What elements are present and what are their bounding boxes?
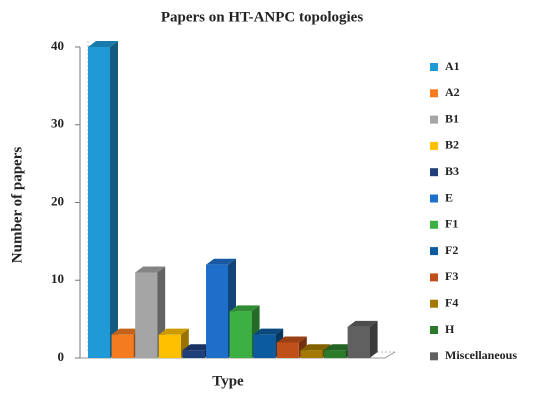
legend-swatch	[430, 141, 438, 150]
legend-label: A2	[445, 85, 460, 99]
legend-label: B1	[445, 111, 459, 125]
chart-title: Papers on HT-ANPC topologies	[161, 9, 364, 25]
floor	[80, 351, 396, 359]
legend-label: Miscellaneous	[445, 348, 517, 362]
bar-top	[347, 320, 378, 327]
bar-top	[229, 305, 260, 312]
legend-label: F4	[445, 295, 458, 309]
legend-swatch	[430, 168, 438, 177]
legend-swatch	[430, 194, 438, 203]
legend-label: F2	[445, 243, 458, 257]
legend-label: F3	[445, 269, 458, 283]
legend-label: H	[445, 322, 455, 336]
legend-swatch	[430, 63, 438, 71]
y-tick-label: 30	[51, 116, 64, 131]
y-tick-label: 10	[51, 271, 64, 286]
bar-side	[369, 320, 378, 358]
bar	[253, 334, 276, 358]
bar	[229, 311, 252, 358]
legend-swatch	[430, 89, 438, 98]
bar-top	[253, 328, 284, 335]
legend-label: F1	[445, 217, 458, 231]
bar-top	[206, 258, 236, 265]
legend-swatch	[430, 115, 438, 124]
bar	[206, 264, 228, 358]
bar-top	[276, 336, 307, 343]
legend-label: E	[445, 190, 453, 204]
bar-top	[88, 41, 118, 47]
legend-swatch	[430, 273, 438, 282]
bar	[300, 350, 323, 358]
bar	[182, 350, 205, 358]
bar-top	[324, 344, 354, 351]
y-tick-label: 40	[51, 38, 64, 53]
bar-top	[300, 344, 331, 351]
legend-swatch	[430, 326, 438, 334]
y-tick-label: 20	[51, 193, 64, 208]
bar	[135, 272, 158, 358]
legend-swatch	[430, 352, 438, 361]
legend-swatch	[430, 220, 438, 229]
bar-top	[182, 344, 213, 351]
legend-label: B3	[445, 164, 459, 178]
bar	[347, 326, 370, 358]
legend-swatch	[430, 299, 438, 308]
bar-top	[111, 328, 142, 335]
bar	[276, 342, 299, 358]
x-axis-title: Type	[212, 373, 244, 389]
legend-label: A1	[445, 59, 460, 73]
bar-side	[110, 41, 118, 358]
legend-label: B2	[445, 138, 459, 152]
bar	[111, 334, 134, 358]
bar	[158, 334, 181, 358]
bar-top	[158, 328, 189, 335]
y-axis-title: Number of papers	[9, 147, 25, 264]
bar	[324, 350, 346, 358]
y-tick-label: 0	[58, 349, 65, 364]
bar	[88, 47, 110, 358]
legend-swatch	[430, 247, 438, 256]
bar-top	[135, 266, 166, 273]
